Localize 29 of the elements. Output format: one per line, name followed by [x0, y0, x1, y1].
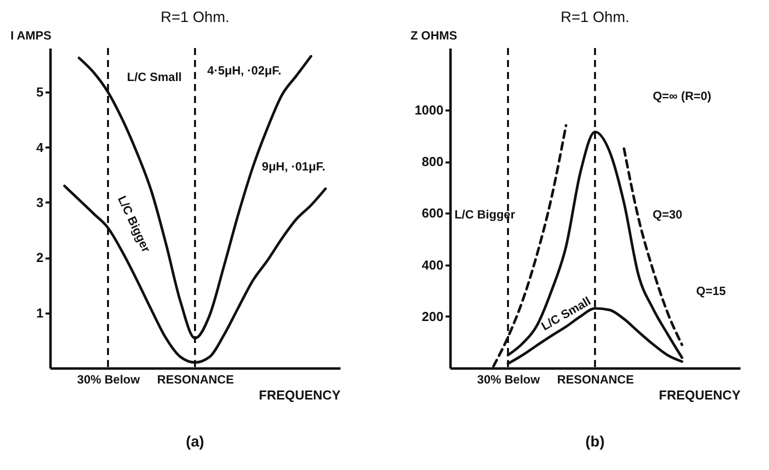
text: (a)	[186, 434, 204, 451]
y-tick-label: 1	[36, 305, 44, 320]
x-tick-label: 30% Below	[477, 372, 541, 386]
y-tick-label: 400	[422, 257, 444, 272]
annotation: 4·5μH, ·02μF.	[207, 63, 282, 78]
y-tick-label: 5	[36, 84, 44, 100]
x-tick-label: RESONANCE	[157, 372, 234, 386]
y-tick-label: 4	[36, 140, 44, 155]
annotation: Q=15	[696, 284, 726, 298]
y-tick-label: 600	[422, 206, 444, 221]
annotation: Q=∞ (R=0)	[652, 89, 712, 103]
x-tick-label: 30% Below	[77, 372, 141, 386]
y-tick-label: 1000	[414, 102, 444, 118]
chart-title: R=1 Ohm.	[560, 9, 630, 26]
annotation: Q=30	[652, 207, 683, 222]
y-tick-label: 2	[36, 250, 44, 266]
chart-title: R=1 Ohm.	[160, 9, 230, 26]
x-axis-title: FREQUENCY	[658, 388, 741, 402]
annotation: 9μH, ·01μF.	[262, 159, 326, 174]
annotation: L/C Small	[127, 70, 182, 84]
y-tick-label: 800	[422, 154, 444, 170]
y-tick-label: 200	[422, 308, 444, 324]
text: (b)	[585, 434, 605, 451]
x-axis-title: FREQUENCY	[258, 388, 341, 402]
x-tick-label: RESONANCE	[557, 372, 634, 386]
y-tick-label: 3	[36, 194, 44, 210]
y-axis-title: I AMPS	[10, 28, 52, 42]
y-axis-title: Z OHMS	[410, 28, 458, 42]
annotation: L/C Bigger	[454, 207, 516, 222]
